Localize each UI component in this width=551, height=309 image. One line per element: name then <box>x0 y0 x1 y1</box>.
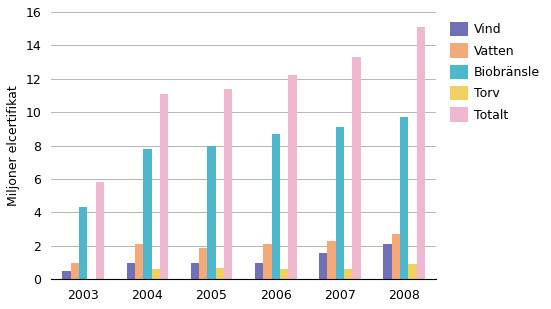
Bar <box>199 248 207 279</box>
Bar <box>408 264 417 279</box>
Bar <box>272 134 280 279</box>
Bar <box>191 263 199 279</box>
Y-axis label: Miljoner elcertifikat: Miljoner elcertifikat <box>7 85 20 206</box>
Bar <box>392 234 400 279</box>
Bar <box>280 269 288 279</box>
Bar <box>400 117 408 279</box>
Bar <box>263 244 272 279</box>
Bar <box>135 244 143 279</box>
Bar <box>327 241 336 279</box>
Bar <box>143 149 152 279</box>
Bar <box>353 57 361 279</box>
Bar <box>62 271 71 279</box>
Bar <box>71 263 79 279</box>
Bar <box>215 269 224 279</box>
Bar <box>255 263 263 279</box>
Bar <box>344 269 353 279</box>
Legend: Vind, Vatten, Biobränsle, Torv, Totalt: Vind, Vatten, Biobränsle, Torv, Totalt <box>446 18 544 125</box>
Bar <box>79 207 88 279</box>
Bar <box>160 94 168 279</box>
Bar <box>336 127 344 279</box>
Bar <box>152 269 160 279</box>
Bar <box>383 244 392 279</box>
Bar <box>319 252 327 279</box>
Bar <box>207 146 215 279</box>
Bar <box>224 89 233 279</box>
Bar <box>127 263 135 279</box>
Bar <box>288 75 296 279</box>
Bar <box>96 182 104 279</box>
Bar <box>417 27 425 279</box>
